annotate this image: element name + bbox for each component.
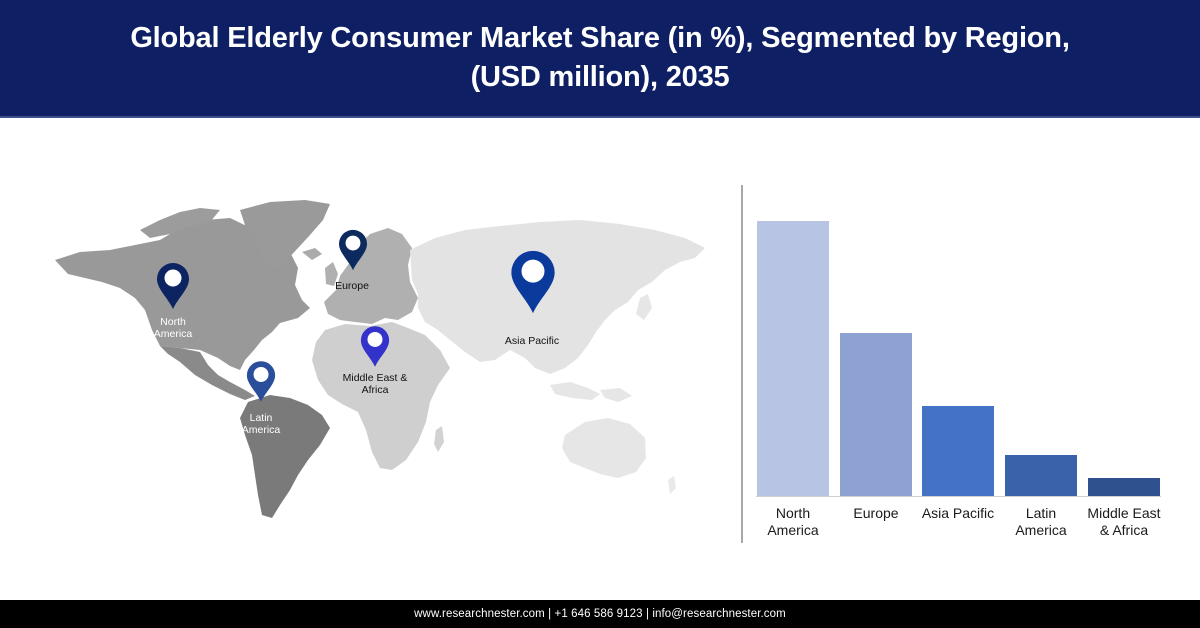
- pin-label-europe: Europe: [335, 280, 369, 292]
- category-label: Asia Pacific: [921, 505, 995, 521]
- pin-label-middle-east-africa: Middle East & Africa: [342, 372, 408, 396]
- map-pin-asia-pacific-icon[interactable]: [510, 248, 556, 316]
- region-oceania: [562, 418, 646, 478]
- chart-title: Global Elderly Consumer Market Share (in…: [130, 22, 1070, 93]
- region-asia-pacific: [410, 220, 705, 374]
- world-map: North America Europe Asia Pacific Middle…: [40, 190, 720, 530]
- category-label: Europe: [853, 505, 899, 521]
- bar-latin-america: [1005, 455, 1077, 496]
- bar-middle-east-africa: [1088, 478, 1160, 496]
- map-pin-europe-icon[interactable]: [338, 229, 368, 271]
- region-middle-east-africa: [312, 322, 450, 470]
- bar-europe: [840, 333, 912, 496]
- category-label: North America: [767, 505, 819, 538]
- title-banner: Global Elderly Consumer Market Share (in…: [0, 0, 1200, 118]
- footer-bar: www.researchnester.com | +1 646 586 9123…: [0, 600, 1200, 628]
- map-pin-latin-america-icon[interactable]: [246, 360, 276, 403]
- y-axis-line: [741, 185, 743, 543]
- pin-label-asia-pacific: Asia Pacific: [504, 335, 560, 347]
- x-axis-baseline: [756, 496, 1161, 497]
- category-label: Middle East & Africa: [1087, 505, 1161, 538]
- world-map-graphic: [55, 200, 705, 518]
- bar-asia-pacific: [922, 406, 994, 496]
- category-label: Latin America: [1015, 505, 1067, 538]
- pin-label-north-america: North America: [153, 316, 193, 340]
- map-pin-north-america-icon[interactable]: [156, 262, 190, 310]
- region-greenland: [240, 200, 330, 270]
- map-pin-middle-east-africa-icon[interactable]: [360, 325, 390, 368]
- bar-north-america: [757, 221, 829, 496]
- pin-label-latin-america: Latin America: [241, 412, 281, 436]
- region-europe: [324, 228, 418, 324]
- region-latin-america: [240, 395, 330, 518]
- bar-chart: North America Europe Asia Pacific Latin Ameri…: [741, 185, 1181, 545]
- contact-info: www.researchnester.com | +1 646 586 9123…: [414, 608, 786, 620]
